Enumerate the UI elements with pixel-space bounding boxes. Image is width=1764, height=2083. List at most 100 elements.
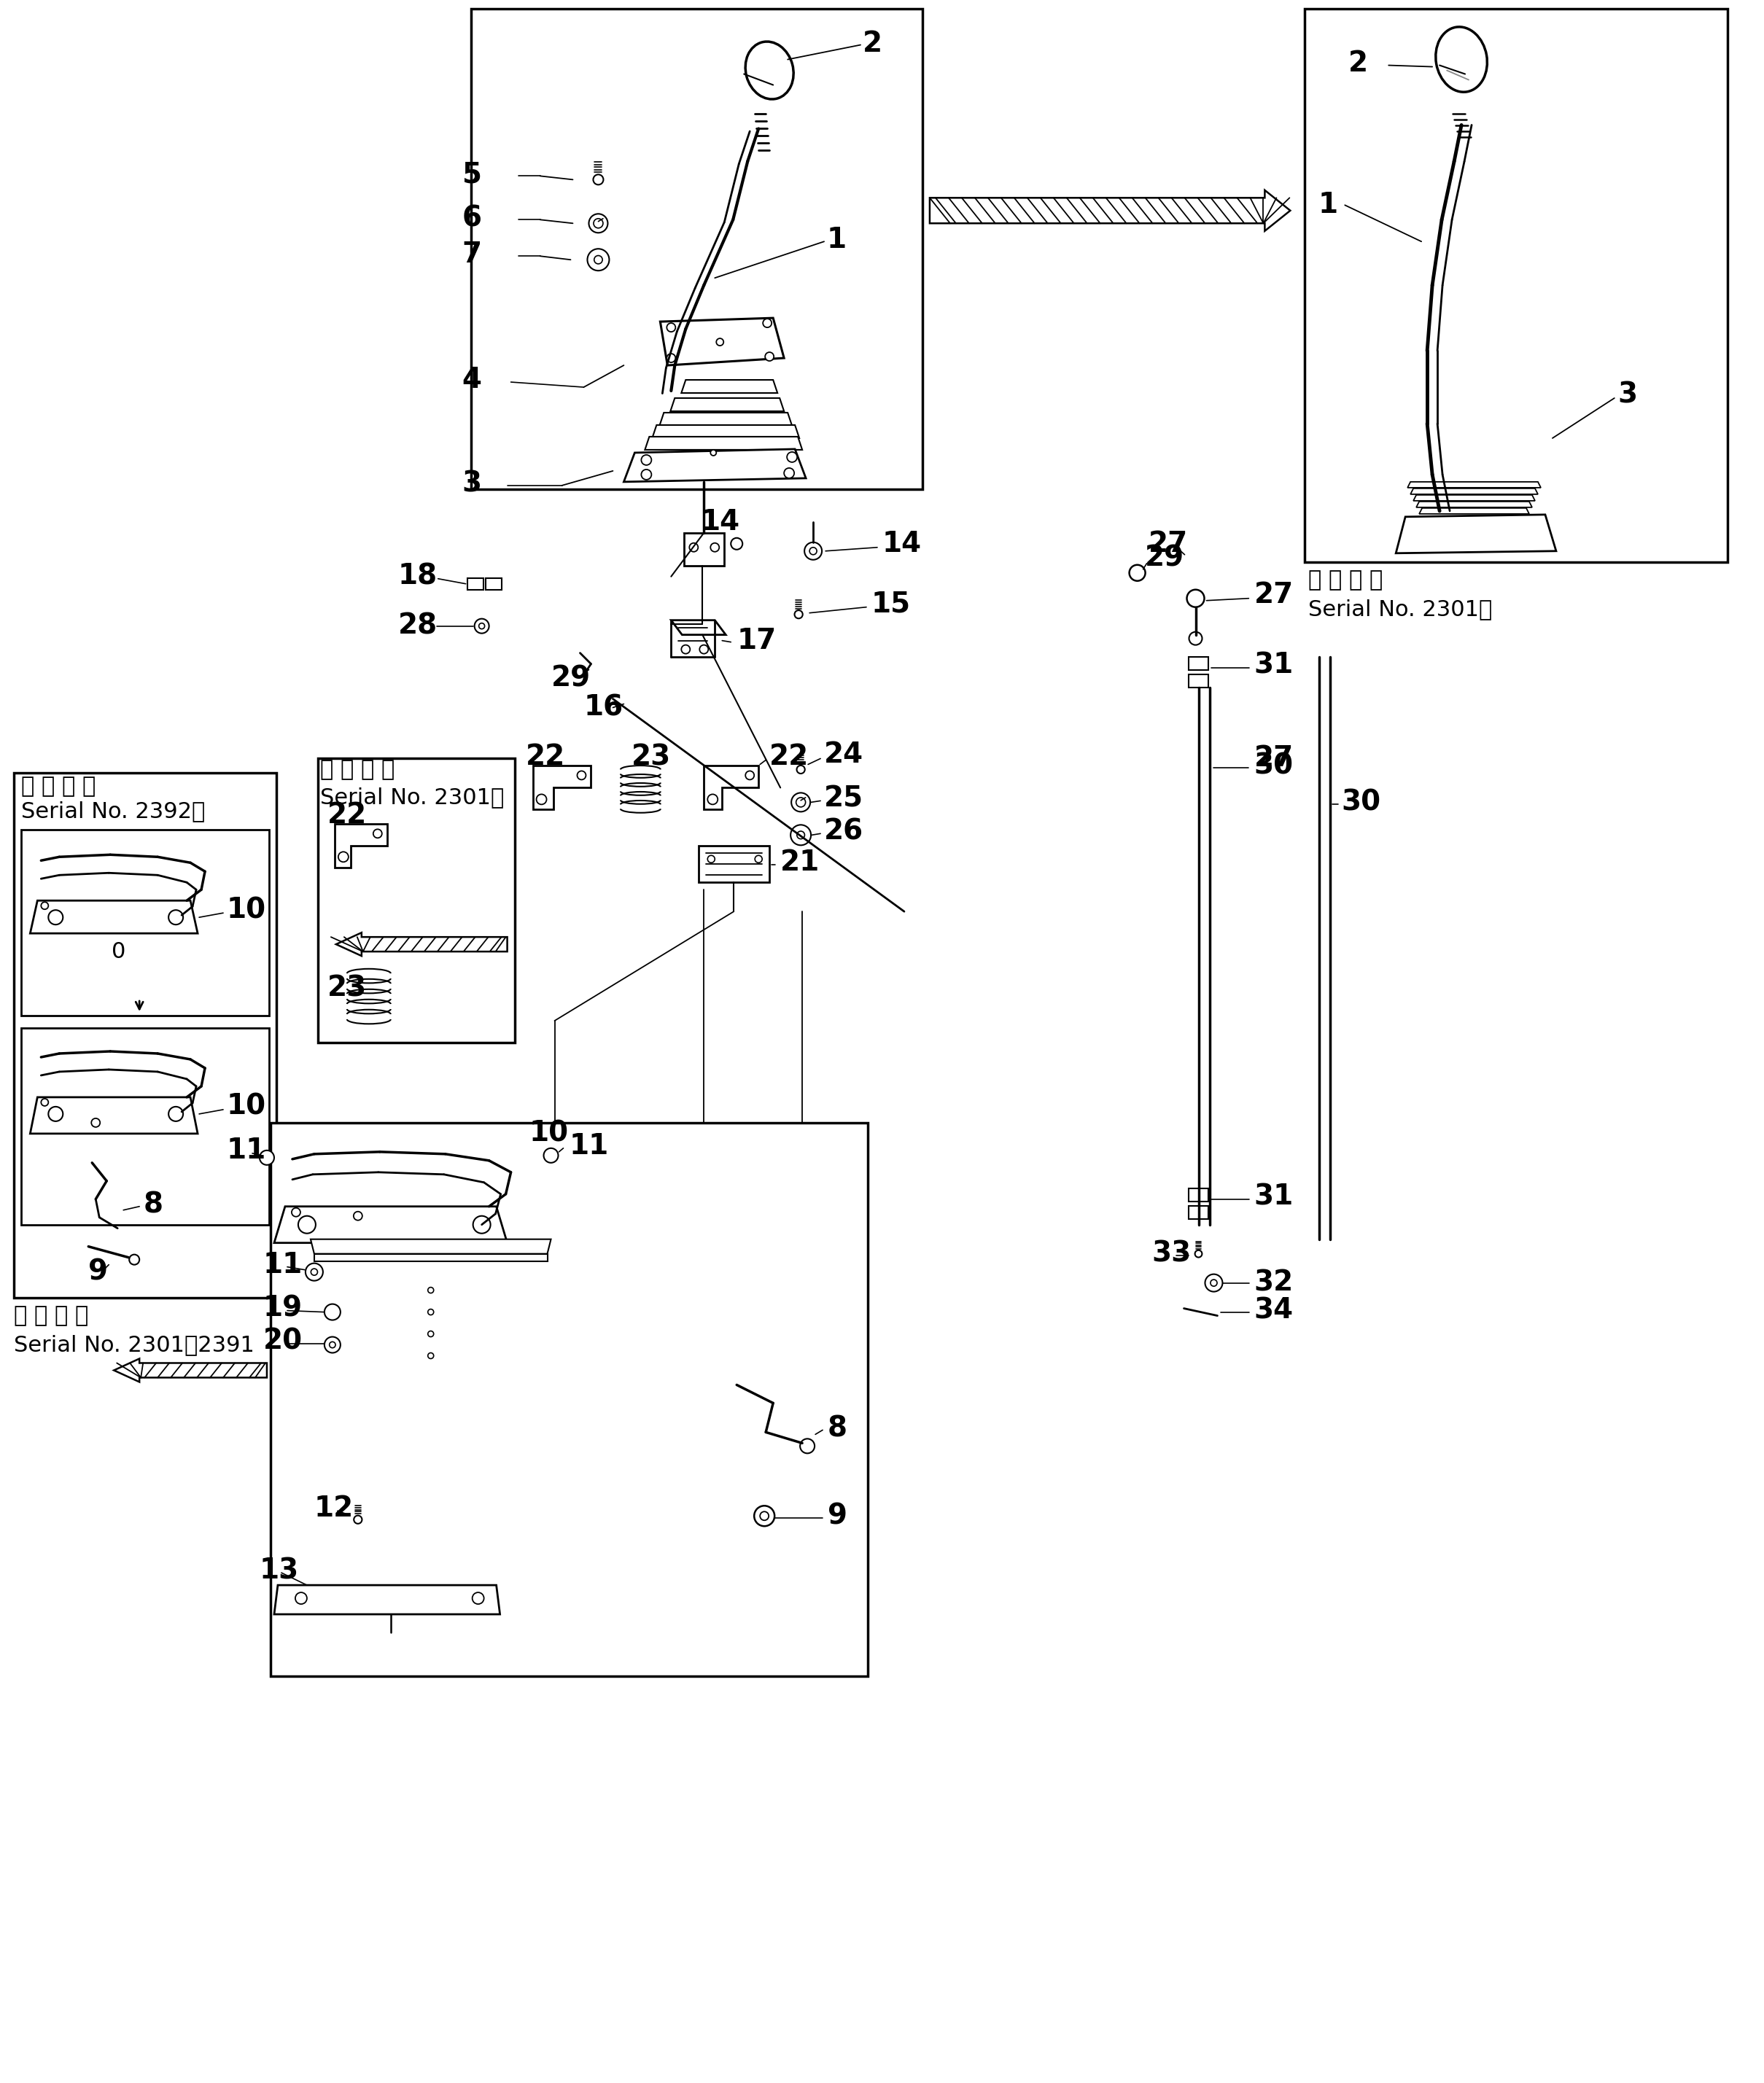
Circle shape: [577, 771, 586, 779]
Circle shape: [543, 1148, 557, 1162]
Circle shape: [681, 646, 690, 654]
Circle shape: [1189, 631, 1201, 646]
Circle shape: [730, 537, 743, 550]
Text: 23: 23: [632, 744, 670, 771]
Text: 25: 25: [824, 785, 864, 812]
Text: 1: 1: [826, 227, 847, 254]
Circle shape: [801, 1439, 815, 1454]
Circle shape: [589, 215, 609, 233]
Text: 18: 18: [399, 562, 437, 589]
Polygon shape: [30, 1098, 198, 1133]
Circle shape: [310, 1269, 318, 1275]
Circle shape: [325, 1304, 340, 1321]
Polygon shape: [646, 437, 803, 450]
Text: 30: 30: [1341, 789, 1381, 817]
Circle shape: [792, 794, 810, 812]
Bar: [471, 8, 923, 490]
Circle shape: [796, 798, 806, 806]
Text: 10: 10: [228, 896, 266, 925]
Polygon shape: [624, 450, 806, 481]
Text: 8: 8: [143, 1191, 162, 1219]
Text: 22: 22: [526, 744, 564, 771]
Text: 19: 19: [263, 1294, 303, 1323]
Text: 9: 9: [88, 1258, 108, 1285]
Text: 23: 23: [328, 975, 367, 1002]
Text: 29: 29: [550, 664, 591, 692]
Text: 適 用 号 機: 適 用 号 機: [1309, 569, 1383, 592]
Circle shape: [711, 544, 720, 552]
Polygon shape: [273, 1206, 508, 1244]
Text: 20: 20: [263, 1327, 303, 1356]
Text: 34: 34: [1254, 1298, 1293, 1325]
Bar: [318, 758, 515, 1044]
Bar: [467, 577, 483, 589]
Polygon shape: [30, 900, 198, 933]
Bar: [270, 1123, 868, 1677]
Circle shape: [667, 354, 676, 362]
Text: 2: 2: [863, 29, 882, 58]
Text: 2: 2: [1348, 50, 1369, 77]
Circle shape: [473, 1591, 483, 1604]
Text: 17: 17: [737, 627, 776, 654]
Circle shape: [298, 1216, 316, 1233]
Circle shape: [762, 319, 771, 327]
Polygon shape: [1395, 515, 1556, 554]
Circle shape: [711, 450, 716, 456]
Circle shape: [760, 1512, 769, 1521]
Circle shape: [169, 910, 183, 925]
Circle shape: [429, 1308, 434, 1314]
Text: 30: 30: [1254, 752, 1293, 779]
Circle shape: [594, 256, 603, 265]
Polygon shape: [337, 933, 508, 956]
Circle shape: [355, 1516, 362, 1523]
Circle shape: [429, 1352, 434, 1358]
Polygon shape: [1420, 508, 1529, 515]
Circle shape: [700, 646, 709, 654]
Text: 8: 8: [827, 1414, 847, 1441]
Text: 10: 10: [228, 1094, 266, 1121]
Circle shape: [1210, 1279, 1217, 1285]
Text: 適 用 号 機: 適 用 号 機: [319, 758, 395, 779]
Text: Serial No. 2392～: Serial No. 2392～: [21, 800, 205, 821]
Circle shape: [794, 610, 803, 619]
Bar: [1189, 675, 1208, 687]
Text: 5: 5: [462, 160, 482, 187]
Text: 27: 27: [1254, 746, 1293, 773]
Circle shape: [1194, 1250, 1201, 1258]
Text: 0: 0: [111, 942, 125, 962]
Circle shape: [1129, 564, 1145, 581]
Circle shape: [41, 1098, 48, 1106]
Text: 33: 33: [1152, 1239, 1191, 1269]
Circle shape: [746, 771, 755, 779]
Polygon shape: [273, 1585, 499, 1614]
Circle shape: [330, 1341, 335, 1348]
Circle shape: [48, 910, 64, 925]
Text: 3: 3: [462, 471, 482, 498]
Polygon shape: [704, 767, 759, 810]
Polygon shape: [1411, 487, 1538, 494]
Text: 10: 10: [529, 1121, 568, 1148]
Circle shape: [810, 548, 817, 554]
Circle shape: [593, 175, 603, 185]
Text: 16: 16: [584, 694, 623, 721]
Polygon shape: [533, 767, 591, 810]
Circle shape: [374, 829, 383, 837]
Text: 14: 14: [882, 529, 923, 558]
Circle shape: [797, 831, 804, 839]
Circle shape: [169, 1106, 183, 1121]
Text: 12: 12: [314, 1496, 355, 1523]
Circle shape: [755, 856, 762, 862]
Circle shape: [536, 794, 547, 804]
Text: 27: 27: [1148, 529, 1187, 558]
Polygon shape: [314, 1254, 547, 1260]
Text: 15: 15: [871, 589, 910, 619]
Polygon shape: [699, 846, 769, 883]
Circle shape: [429, 1287, 434, 1294]
Bar: [1189, 1187, 1208, 1202]
Circle shape: [259, 1150, 273, 1164]
Circle shape: [797, 764, 804, 773]
Bar: [1189, 1206, 1208, 1219]
Circle shape: [353, 1212, 362, 1221]
Circle shape: [1205, 1275, 1222, 1291]
Polygon shape: [660, 412, 792, 425]
